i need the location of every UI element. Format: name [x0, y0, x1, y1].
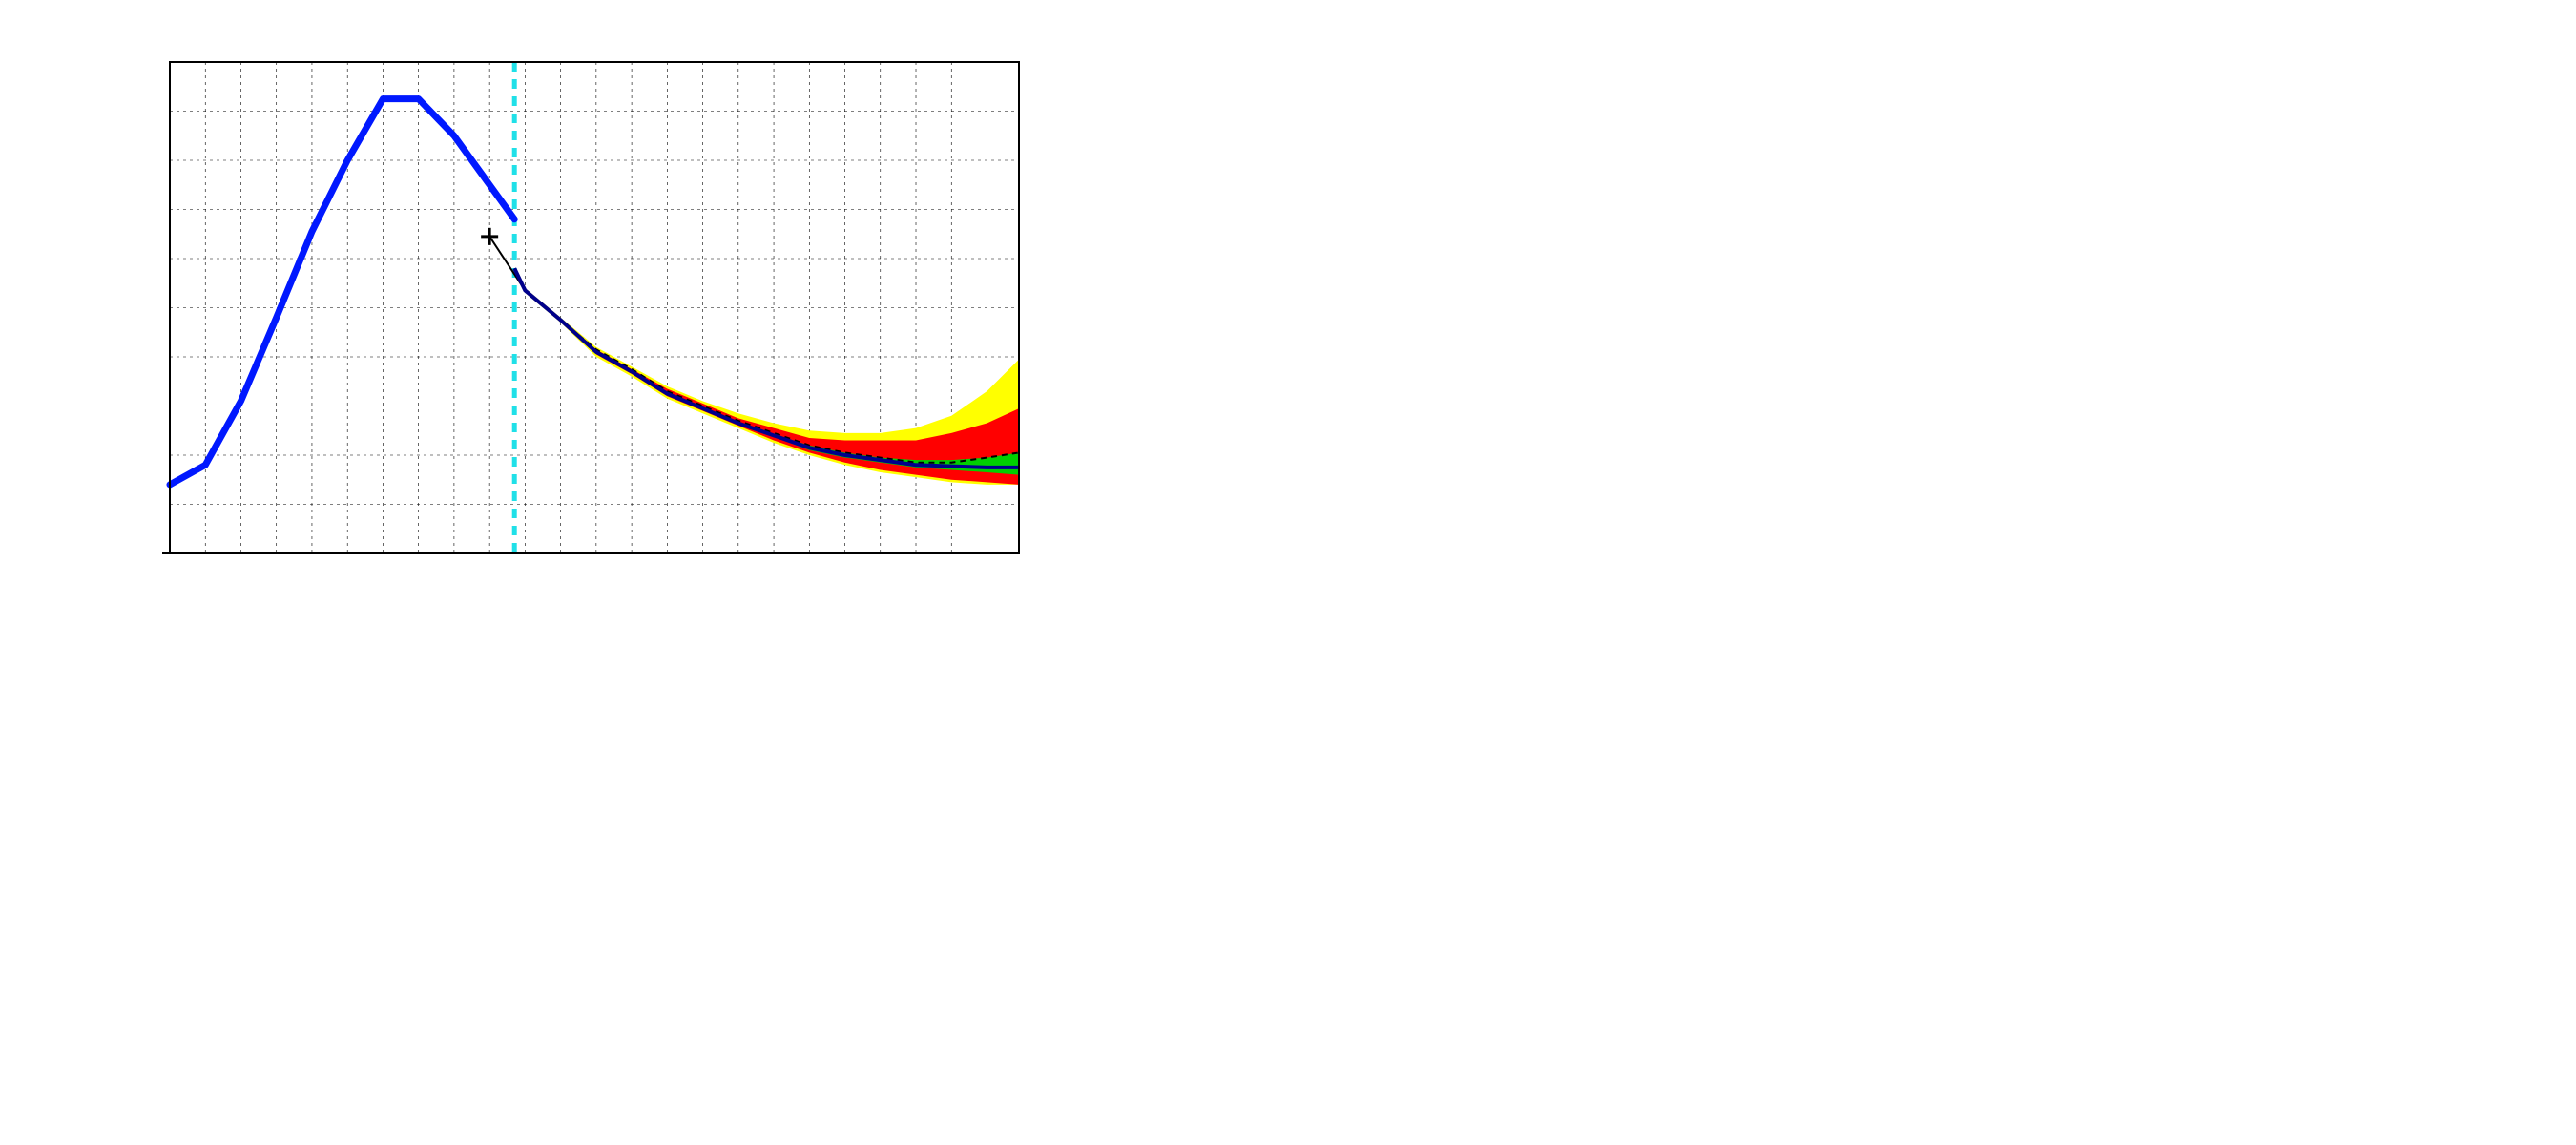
chart-svg — [0, 0, 1431, 636]
chart-container — [0, 0, 1431, 636]
